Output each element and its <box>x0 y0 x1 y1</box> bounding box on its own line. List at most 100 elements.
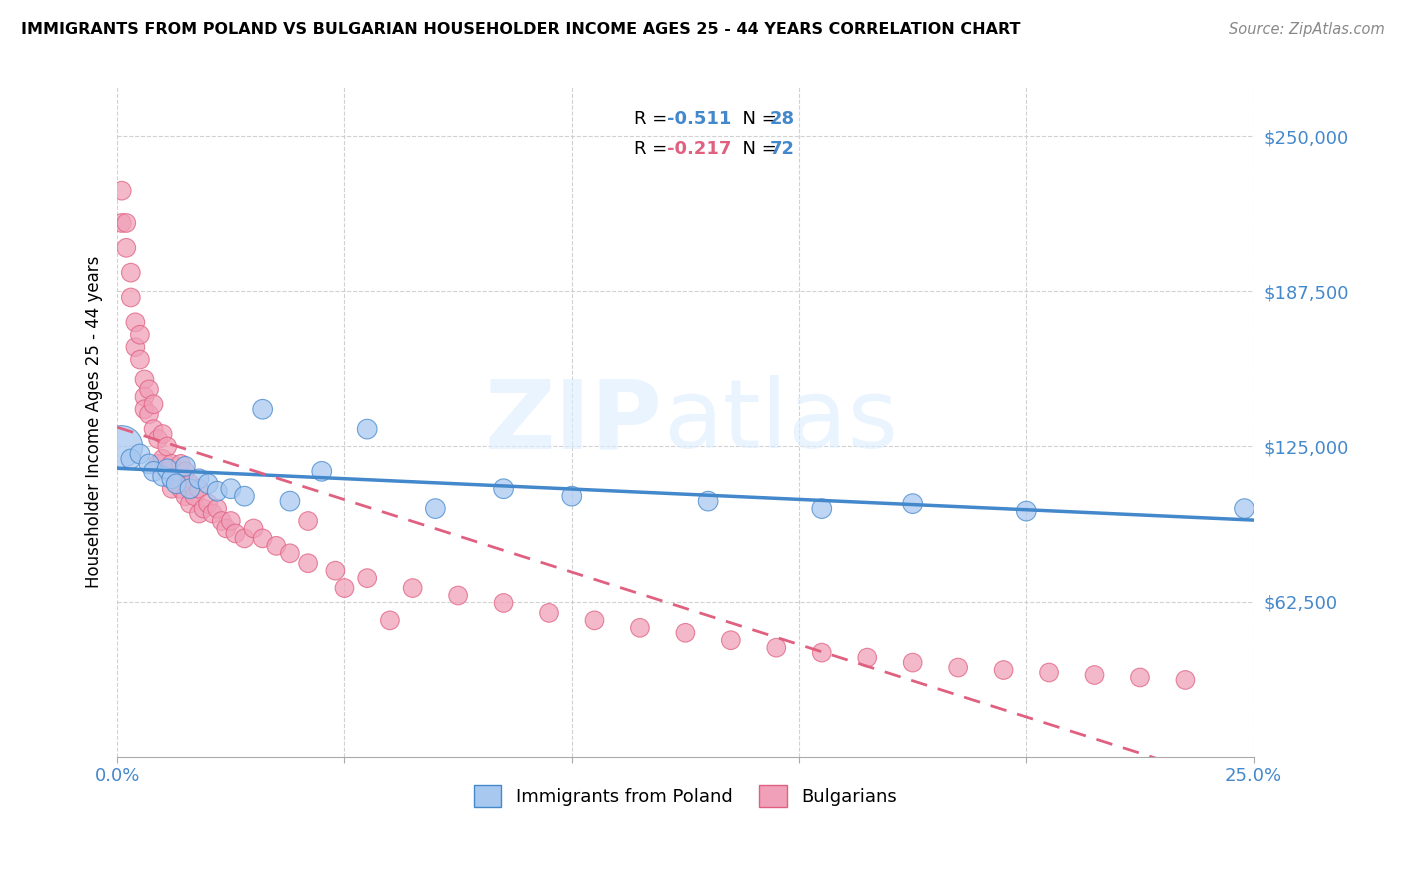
Point <box>278 546 301 560</box>
Point <box>211 514 233 528</box>
Point <box>856 650 879 665</box>
Point <box>115 241 138 255</box>
Point <box>219 514 242 528</box>
Point <box>146 432 169 446</box>
Point <box>142 464 165 478</box>
Point <box>188 482 211 496</box>
Point <box>138 383 160 397</box>
Text: Source: ZipAtlas.com: Source: ZipAtlas.com <box>1229 22 1385 37</box>
Text: R =: R = <box>634 110 673 128</box>
Point <box>179 476 201 491</box>
Point <box>333 581 356 595</box>
Point <box>115 216 138 230</box>
Point <box>174 489 197 503</box>
Point <box>152 469 174 483</box>
Point <box>142 397 165 411</box>
Point <box>165 476 187 491</box>
Point <box>401 581 423 595</box>
Point <box>266 539 288 553</box>
Text: 72: 72 <box>769 140 794 158</box>
Text: -0.217: -0.217 <box>668 140 731 158</box>
Point <box>160 482 183 496</box>
Point <box>111 184 134 198</box>
Point <box>242 521 264 535</box>
Point <box>901 656 924 670</box>
Point <box>1174 673 1197 687</box>
Point <box>492 482 515 496</box>
Point <box>537 606 560 620</box>
Point <box>252 402 274 417</box>
Point <box>1129 671 1152 685</box>
Point <box>1015 504 1038 518</box>
Point <box>215 521 238 535</box>
Legend: Immigrants from Poland, Bulgarians: Immigrants from Poland, Bulgarians <box>460 771 911 822</box>
Point <box>765 640 787 655</box>
Point <box>152 451 174 466</box>
Point <box>197 497 219 511</box>
Point <box>297 514 319 528</box>
Point <box>134 372 156 386</box>
Point <box>278 494 301 508</box>
Point <box>111 440 134 454</box>
Point <box>201 507 224 521</box>
Point <box>120 266 142 280</box>
Text: 28: 28 <box>769 110 794 128</box>
Point <box>297 556 319 570</box>
Point <box>425 501 447 516</box>
Point <box>134 402 156 417</box>
Point <box>120 290 142 304</box>
Point <box>129 327 152 342</box>
Text: IMMIGRANTS FROM POLAND VS BULGARIAN HOUSEHOLDER INCOME AGES 25 - 44 YEARS CORREL: IMMIGRANTS FROM POLAND VS BULGARIAN HOUS… <box>21 22 1021 37</box>
Point <box>134 390 156 404</box>
Text: ZIP: ZIP <box>485 376 662 468</box>
Point <box>628 621 651 635</box>
Point <box>174 464 197 478</box>
Point <box>205 484 228 499</box>
Point <box>124 315 146 329</box>
Point <box>946 660 969 674</box>
Point <box>356 422 378 436</box>
Text: -0.511: -0.511 <box>668 110 731 128</box>
Point <box>378 613 401 627</box>
Point <box>142 422 165 436</box>
Point <box>233 489 256 503</box>
Point <box>188 507 211 521</box>
Point <box>193 501 215 516</box>
Point <box>673 625 696 640</box>
Point <box>188 472 211 486</box>
Text: R =: R = <box>634 140 673 158</box>
Point <box>356 571 378 585</box>
Point <box>233 532 256 546</box>
Point <box>146 457 169 471</box>
Point <box>447 589 470 603</box>
Point <box>156 462 179 476</box>
Point <box>720 633 742 648</box>
Point <box>810 646 832 660</box>
Point <box>205 501 228 516</box>
Point <box>129 447 152 461</box>
Point <box>170 482 193 496</box>
Point <box>138 407 160 421</box>
Point <box>224 526 246 541</box>
Point <box>1233 501 1256 516</box>
Point <box>219 482 242 496</box>
Point <box>492 596 515 610</box>
Point <box>174 459 197 474</box>
Point <box>583 613 606 627</box>
Text: N =: N = <box>731 110 782 128</box>
Point <box>165 472 187 486</box>
Text: atlas: atlas <box>662 376 898 468</box>
Point <box>152 427 174 442</box>
Point <box>325 564 347 578</box>
Point <box>156 464 179 478</box>
Point <box>993 663 1015 677</box>
Point <box>124 340 146 354</box>
Point <box>252 532 274 546</box>
Point <box>179 497 201 511</box>
Point <box>120 451 142 466</box>
Point <box>561 489 583 503</box>
Point <box>156 440 179 454</box>
Point <box>697 494 720 508</box>
Point <box>179 482 201 496</box>
Point <box>810 501 832 516</box>
